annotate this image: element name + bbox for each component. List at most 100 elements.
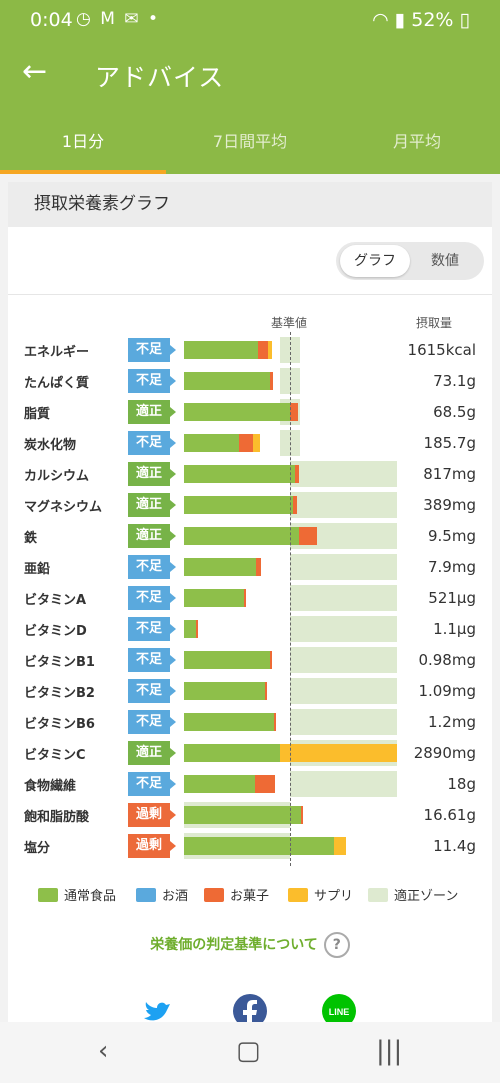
intake-value: 1615kcal	[407, 341, 476, 359]
intake-bar	[184, 403, 298, 421]
bar-segment	[253, 434, 260, 452]
page-title: アドバイス	[95, 63, 225, 92]
bar-segment	[256, 558, 261, 576]
tab-bar: 1日分 7日間平均 月平均	[0, 110, 500, 174]
bar-segment	[268, 341, 272, 359]
nutrient-name: たんぱく質	[24, 376, 90, 391]
intake-bar	[184, 806, 303, 824]
home-nav-icon[interactable]: ▢	[236, 1036, 261, 1066]
status-badge: 不足	[128, 555, 176, 579]
bar-segment	[258, 341, 268, 359]
optimal-zone	[290, 647, 397, 673]
intake-bar	[184, 434, 260, 452]
tab-7day-average[interactable]: 7日間平均	[212, 132, 288, 151]
status-badge: 適正	[128, 462, 176, 486]
intake-value: 2890mg	[413, 744, 476, 762]
status-bar: 0:04 ◷ M ✉ • ◠ ▮ 52% ▯	[0, 0, 500, 38]
bar-segment	[184, 341, 258, 359]
nutrient-name: ビタミンA	[24, 593, 87, 608]
bar-segment	[334, 837, 346, 855]
intake-value: 185.7g	[423, 434, 476, 452]
legend-swatch	[136, 888, 156, 902]
bar-segment	[184, 589, 244, 607]
nutrient-row: 塩分 過剰 11.4g	[8, 833, 492, 859]
nutrient-name: ビタミンC	[24, 748, 86, 763]
facebook-icon[interactable]	[233, 994, 267, 1022]
arrow-left-icon[interactable]: ←	[22, 54, 48, 89]
tab-daily[interactable]: 1日分	[61, 132, 105, 151]
legend-alcohol: お酒	[136, 885, 188, 904]
battery-level: 52%	[411, 9, 454, 31]
status-badge: 過剰	[128, 803, 176, 827]
status-badge: 不足	[128, 679, 176, 703]
back-nav-icon[interactable]: ‹	[98, 1036, 109, 1066]
bar-segment	[290, 403, 298, 421]
nutrient-row: 脂質 適正 68.5g	[8, 399, 492, 425]
status-badge: 不足	[128, 586, 176, 610]
legend-swatch	[288, 888, 308, 902]
intake-value: 18g	[447, 775, 476, 793]
intake-bar	[184, 775, 275, 793]
column-standard: 基準値	[271, 316, 308, 330]
twitter-icon[interactable]	[140, 994, 174, 1022]
legend: 通常食品 お酒 お菓子 サプリ 適正ゾーン	[8, 885, 492, 905]
intake-bar	[184, 496, 297, 514]
bar-segment	[184, 806, 301, 824]
nutrient-row: ビタミンD 不足 1.1μg	[8, 616, 492, 642]
intake-value: 11.4g	[433, 837, 476, 855]
toggle-graph[interactable]: グラフ	[340, 245, 410, 277]
legend-swatch	[38, 888, 58, 902]
legend-normal: 通常食品	[38, 885, 116, 904]
intake-value: 389mg	[423, 496, 476, 514]
nutrient-row: 炭水化物 不足 185.7g	[8, 430, 492, 456]
bar-segment	[184, 434, 239, 452]
tab-monthly-average[interactable]: 月平均	[392, 132, 441, 151]
judgment-criteria-link[interactable]: 栄養価の判定基準について?	[8, 932, 492, 958]
nutrient-row: ビタミンB6 不足 1.2mg	[8, 709, 492, 735]
intake-bar	[184, 651, 272, 669]
nutrient-name: 亜鉛	[24, 562, 51, 577]
bar-segment	[184, 372, 270, 390]
legend-zone: 適正ゾーン	[368, 885, 458, 904]
judgment-criteria-label: 栄養価の判定基準について	[150, 937, 318, 953]
status-right: ◠ ▮ 52% ▯	[372, 9, 470, 31]
intake-bar	[184, 713, 276, 731]
bar-segment	[295, 465, 299, 483]
legend-swatch	[368, 888, 388, 902]
line-icon[interactable]: LINE	[322, 994, 356, 1022]
bar-segment	[255, 775, 275, 793]
nutrient-row: ビタミンC 適正 2890mg	[8, 740, 492, 766]
status-badge: 過剰	[128, 834, 176, 858]
nutrient-row: マグネシウム 適正 389mg	[8, 492, 492, 518]
card-title: 摂取栄養素グラフ	[8, 182, 492, 227]
bar-segment	[196, 620, 198, 638]
help-icon[interactable]: ?	[323, 932, 350, 958]
svg-text:LINE: LINE	[329, 1007, 350, 1017]
intake-bar	[184, 837, 346, 855]
nutrient-name: マグネシウム	[24, 500, 103, 515]
wifi-icon: ◠	[372, 9, 389, 31]
toggle-number[interactable]: 数値	[431, 253, 459, 269]
intake-bar	[184, 744, 397, 762]
app-bar: ← アドバイス	[0, 38, 500, 110]
bar-segment	[265, 682, 267, 700]
intake-bar	[184, 682, 267, 700]
bar-segment	[184, 682, 265, 700]
intake-value: 7.9mg	[428, 558, 476, 576]
status-time: 0:04	[30, 9, 73, 31]
intake-value: 1.1μg	[433, 620, 476, 638]
bar-segment	[184, 744, 280, 762]
optimal-zone	[290, 709, 397, 735]
nutrient-row: 鉄 適正 9.5mg	[8, 523, 492, 549]
bar-segment	[184, 465, 295, 483]
bar-segment	[239, 434, 253, 452]
notification-icons: ◷ M ✉ •	[76, 9, 160, 29]
optimal-zone	[290, 585, 397, 611]
recent-apps-icon[interactable]: |||	[376, 1036, 403, 1066]
bar-segment	[301, 806, 303, 824]
intake-value: 1.09mg	[418, 682, 476, 700]
nutrient-name: 鉄	[24, 531, 38, 546]
nutrient-name: ビタミンB6	[24, 717, 95, 732]
nutrient-row: カルシウム 適正 817mg	[8, 461, 492, 487]
optimal-zone	[290, 461, 397, 487]
